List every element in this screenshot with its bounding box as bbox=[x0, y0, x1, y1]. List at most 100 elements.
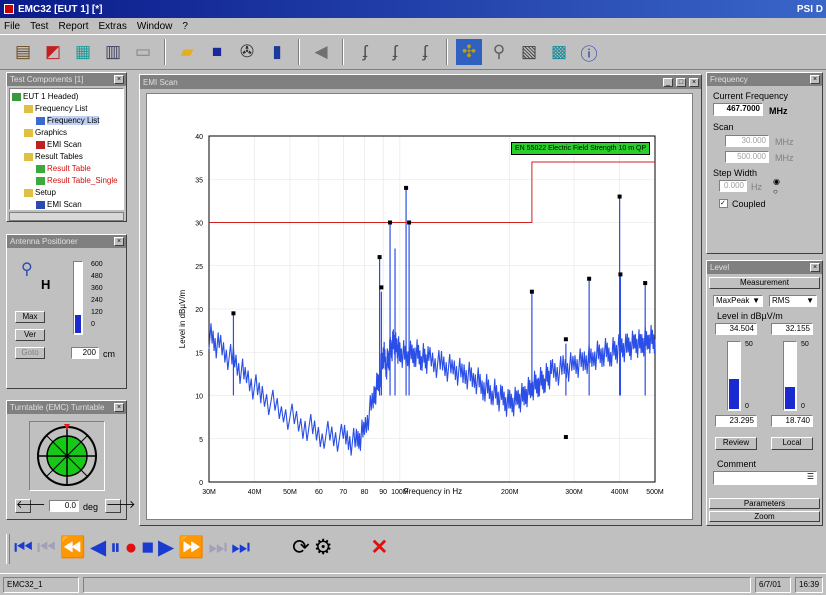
chevron-down-icon: ▼ bbox=[806, 296, 814, 305]
emi-scan-window: EMI Scan _ □ × 0 5 10 15 20 25 30 35 40 30M 40M 50M… bbox=[139, 74, 702, 526]
radio-icon[interactable]: ○ bbox=[773, 187, 778, 196]
max-button[interactable]: Max bbox=[15, 311, 45, 323]
coupled-checkbox[interactable]: ✓ bbox=[719, 199, 728, 208]
turntable-dial[interactable] bbox=[29, 421, 105, 491]
minimize-icon[interactable]: _ bbox=[663, 77, 673, 87]
close-icon[interactable]: × bbox=[689, 77, 699, 87]
menu-test[interactable]: Test bbox=[30, 20, 49, 32]
step-width-input[interactable]: 0.000 bbox=[719, 180, 747, 192]
explorer-title: Test Components [1] bbox=[10, 75, 84, 84]
menu-extras[interactable]: Extras bbox=[98, 20, 127, 32]
close-icon[interactable]: × bbox=[114, 403, 124, 412]
peak-marker bbox=[563, 435, 568, 440]
gear-cycle-icon[interactable]: ⚙ bbox=[313, 536, 333, 559]
pause-icon[interactable]: ⏸ bbox=[110, 536, 121, 559]
comment-label: Comment bbox=[717, 459, 757, 469]
step-back-icon[interactable]: ◀ bbox=[89, 536, 107, 559]
skip-back-disabled-icon[interactable]: ⏮ bbox=[36, 536, 56, 559]
review-button[interactable]: Review bbox=[715, 437, 757, 450]
tree-item-eut[interactable]: EUT 1 Headed) bbox=[12, 91, 121, 103]
tab-measurement[interactable]: Measurement bbox=[709, 277, 820, 289]
highlight-icon[interactable]: ✣ bbox=[456, 39, 482, 65]
y-tick-label: 35 bbox=[195, 177, 203, 184]
chart-grid bbox=[208, 135, 656, 483]
close-icon[interactable]: × bbox=[114, 75, 124, 84]
skip-forward-disabled-icon[interactable]: ⏭ bbox=[208, 536, 228, 559]
tree-item-result-table[interactable]: Result Table bbox=[12, 163, 121, 175]
document-icon[interactable]: ▮ bbox=[272, 42, 282, 61]
calculate-icon[interactable]: ▧ bbox=[520, 42, 538, 61]
rotate-left-button[interactable]: 🡐 bbox=[15, 499, 46, 513]
local-button[interactable]: Local bbox=[771, 437, 813, 450]
cycle-icon[interactable]: ⟳ bbox=[292, 536, 310, 559]
tree-item-emi-scan-graph[interactable]: EMI Scan bbox=[12, 139, 121, 151]
turntable-compass-icon bbox=[37, 424, 97, 486]
record-icon[interactable]: ● bbox=[124, 536, 138, 559]
goto-button[interactable]: Goto bbox=[15, 347, 45, 359]
comment-input[interactable]: ☰ bbox=[713, 471, 817, 485]
current-frequency-value: 467.7000 bbox=[713, 103, 763, 116]
tree-item-frequency-list[interactable]: Frequency List bbox=[12, 103, 121, 115]
stop-icon[interactable]: ■ bbox=[141, 536, 154, 559]
report-icon[interactable]: ▭ bbox=[134, 42, 152, 61]
skip-to-end-icon[interactable]: ⏭ bbox=[231, 536, 251, 559]
scan-from-input[interactable]: 30.000 bbox=[725, 135, 769, 147]
tree-item-frequency-list-child[interactable]: Frequency List bbox=[12, 115, 121, 127]
marker-icon[interactable]: ⚲ bbox=[492, 42, 506, 61]
tree-item-graphics[interactable]: Graphics bbox=[12, 127, 121, 139]
ver-button[interactable]: Ver bbox=[15, 329, 45, 341]
menu-window[interactable]: Window bbox=[136, 20, 173, 32]
settings-icon[interactable]: ✇ bbox=[239, 42, 255, 61]
close-icon[interactable]: × bbox=[810, 75, 820, 84]
menu-file[interactable]: File bbox=[4, 20, 21, 32]
curve-1-icon[interactable]: ʄ bbox=[362, 42, 368, 61]
chart-limit bbox=[209, 161, 655, 223]
detector-1-select[interactable]: MaxPeak ▼ bbox=[713, 295, 763, 307]
menu-help[interactable]: ? bbox=[182, 20, 188, 32]
curve-2-icon[interactable]: ʄ bbox=[392, 42, 398, 61]
tree-item-result-tables[interactable]: Result Tables bbox=[12, 151, 121, 163]
fast-rewind-icon[interactable]: ⏪ bbox=[59, 536, 86, 559]
fast-forward-icon[interactable]: ⏩ bbox=[178, 536, 205, 559]
save-icon[interactable]: ■ bbox=[211, 42, 223, 61]
radio-icon[interactable]: ◉ bbox=[773, 177, 780, 186]
menu-report[interactable]: Report bbox=[58, 20, 89, 32]
close-icon[interactable]: × bbox=[114, 237, 124, 246]
parameters-button[interactable]: Parameters bbox=[709, 498, 820, 509]
y-tick-label: 30 bbox=[195, 221, 203, 228]
tree-item-emi-scan-setup[interactable]: EMI Scan bbox=[12, 199, 121, 209]
maximize-icon[interactable]: □ bbox=[676, 77, 686, 87]
table-icon[interactable]: ▥ bbox=[104, 42, 122, 61]
tree-item-result-table-single[interactable]: Result Table_Single bbox=[12, 175, 121, 187]
device-icon[interactable]: ▦ bbox=[74, 42, 92, 61]
explorer-scrollbar[interactable] bbox=[9, 212, 124, 221]
close-icon[interactable]: × bbox=[810, 263, 820, 272]
status-date: 6/7/01 bbox=[755, 576, 791, 593]
x-tick-label: 300M bbox=[565, 489, 583, 496]
angle-input[interactable]: 0.0 bbox=[49, 500, 79, 512]
zoom-button[interactable]: Zoom bbox=[709, 511, 820, 522]
level-bar-1-fill bbox=[729, 379, 739, 409]
info-icon[interactable]: ⓘ bbox=[580, 44, 598, 64]
peak-marker bbox=[388, 220, 393, 225]
scan-to-input[interactable]: 500.000 bbox=[725, 151, 769, 163]
play-icon[interactable]: ▶ bbox=[158, 536, 175, 559]
rotate-right-button[interactable]: 🡒 bbox=[105, 499, 136, 513]
cancel-icon[interactable]: ✕ bbox=[370, 536, 389, 559]
height-slider-track[interactable] bbox=[73, 261, 83, 335]
skip-to-start-icon[interactable]: ⏮ bbox=[14, 536, 33, 559]
export-icon[interactable]: ▩ bbox=[550, 42, 568, 61]
tree-item-setup[interactable]: Setup bbox=[12, 187, 121, 199]
chart-icon[interactable]: ◩ bbox=[44, 42, 62, 61]
back-icon[interactable]: ◀ bbox=[314, 42, 328, 61]
folder-icon[interactable]: ▰ bbox=[180, 42, 194, 61]
chart-area: 0 5 10 15 20 25 30 35 40 30M 40M 50M 60 70 80 90 100M 200… bbox=[146, 93, 693, 520]
app-icon bbox=[4, 4, 14, 14]
level-bar-1-scale-top: 50 bbox=[745, 341, 753, 348]
peak-marker bbox=[617, 194, 622, 199]
height-input[interactable]: 200 bbox=[71, 347, 99, 359]
open-test-icon[interactable]: ▤ bbox=[14, 42, 32, 61]
curve-3-icon[interactable]: ʄ bbox=[422, 42, 428, 61]
detector-2-select[interactable]: RMS ▼ bbox=[769, 295, 817, 307]
angle-unit: deg bbox=[83, 502, 99, 512]
